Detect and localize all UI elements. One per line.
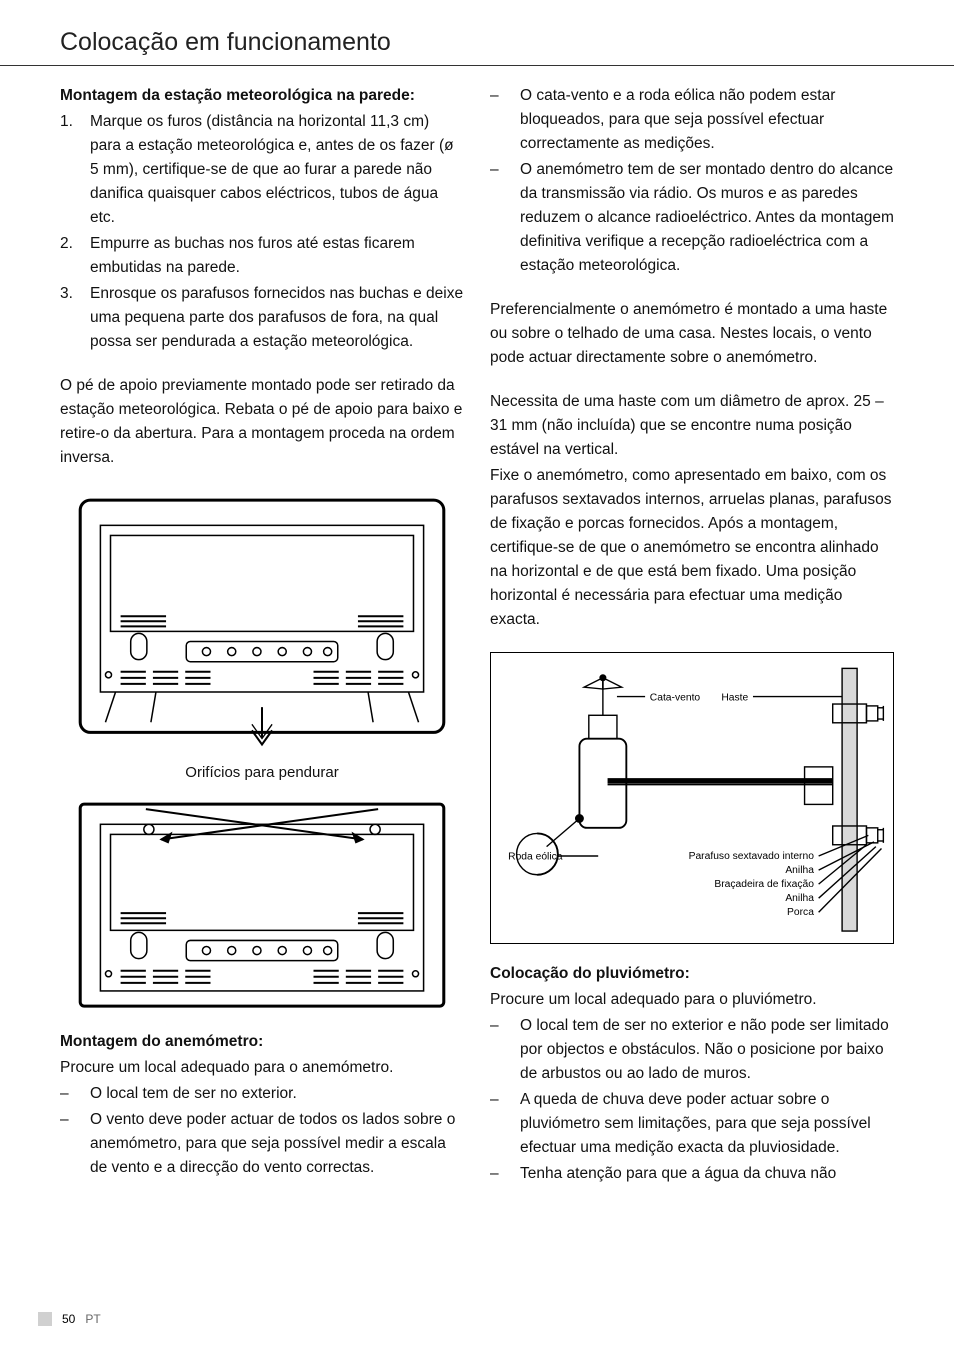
label-roda-eolica: Roda eólica <box>508 852 563 863</box>
label-cata-vento: Cata-vento <box>650 693 701 704</box>
page-title: Colocação em funcionamento <box>60 28 894 57</box>
left-column: Montagem da estação meteorológica na par… <box>60 84 464 1206</box>
list-item: 1.Marque os furos (distância na horizont… <box>60 110 464 230</box>
ordered-list: 1.Marque os furos (distância na horizont… <box>60 110 464 354</box>
list-item: –A queda de chuva deve poder actuar sobr… <box>490 1088 894 1160</box>
list-item: –O cata-vento e a roda eólica não podem … <box>490 84 894 156</box>
label-bracadeira: Braçadeira de fixação <box>714 879 814 890</box>
paragraph: O pé de apoio previamente montado pode s… <box>60 374 464 470</box>
footer: 50 PT <box>38 1312 101 1326</box>
label-anilha1: Anilha <box>785 865 814 876</box>
label-parafuso: Parafuso sextavado interno <box>689 851 815 862</box>
list-item: –O vento deve poder actuar de todos os l… <box>60 1108 464 1180</box>
list-item: 3.Enrosque os parafusos fornecidos nas b… <box>60 282 464 354</box>
label-anilha2: Anilha <box>785 893 814 904</box>
list-item: –O local tem de ser no exterior e não po… <box>490 1014 894 1086</box>
label-haste: Haste <box>721 693 748 704</box>
heading: Montagem da estação meteorológica na par… <box>60 84 464 108</box>
intro: Procure um local adequado para o anemóme… <box>60 1056 464 1080</box>
dash-list: –O local tem de ser no exterior e não po… <box>490 1014 894 1186</box>
figure-weather-station-stand <box>60 490 464 753</box>
list-item: 2.Empurre as buchas nos furos até estas … <box>60 232 464 280</box>
dash-list: –O cata-vento e a roda eólica não podem … <box>490 84 894 278</box>
paragraph: Preferencialmente o anemómetro é montado… <box>490 298 894 370</box>
right-column: –O cata-vento e a roda eólica não podem … <box>490 84 894 1206</box>
list-item: –O anemómetro tem de ser montado dentro … <box>490 158 894 278</box>
header: Colocação em funcionamento <box>0 0 954 66</box>
heading: Montagem do anemómetro: <box>60 1030 464 1054</box>
dash-list: –O local tem de ser no exterior. –O vent… <box>60 1082 464 1180</box>
section-rain-gauge: Colocação do pluviómetro: Procure um loc… <box>490 962 894 1186</box>
lang-code: PT <box>85 1312 100 1326</box>
list-item: –Tenha atenção para que a água da chuva … <box>490 1162 894 1186</box>
figure-anemometer-mount: Cata-vento Haste Roda eólica Parafuso se… <box>490 652 894 943</box>
page-number: 50 <box>62 1312 75 1326</box>
figure-weather-station-hang <box>60 794 464 1016</box>
page: Colocação em funcionamento Montagem da e… <box>0 0 954 1354</box>
list-item: –O local tem de ser no exterior. <box>60 1082 464 1106</box>
content: Montagem da estação meteorológica na par… <box>0 84 954 1206</box>
section-anemometer: Montagem do anemómetro: Procure um local… <box>60 1030 464 1180</box>
heading: Colocação do pluviómetro: <box>490 962 894 986</box>
section-wall-mount: Montagem da estação meteorológica na par… <box>60 84 464 354</box>
footer-decor <box>38 1312 52 1326</box>
paragraph-group: Necessita de uma haste com um diâmetro d… <box>490 390 894 632</box>
label-porca: Porca <box>787 907 814 918</box>
figure-caption: Orifícios para pendurar <box>60 761 464 784</box>
intro: Procure um local adequado para o pluvióm… <box>490 988 894 1012</box>
